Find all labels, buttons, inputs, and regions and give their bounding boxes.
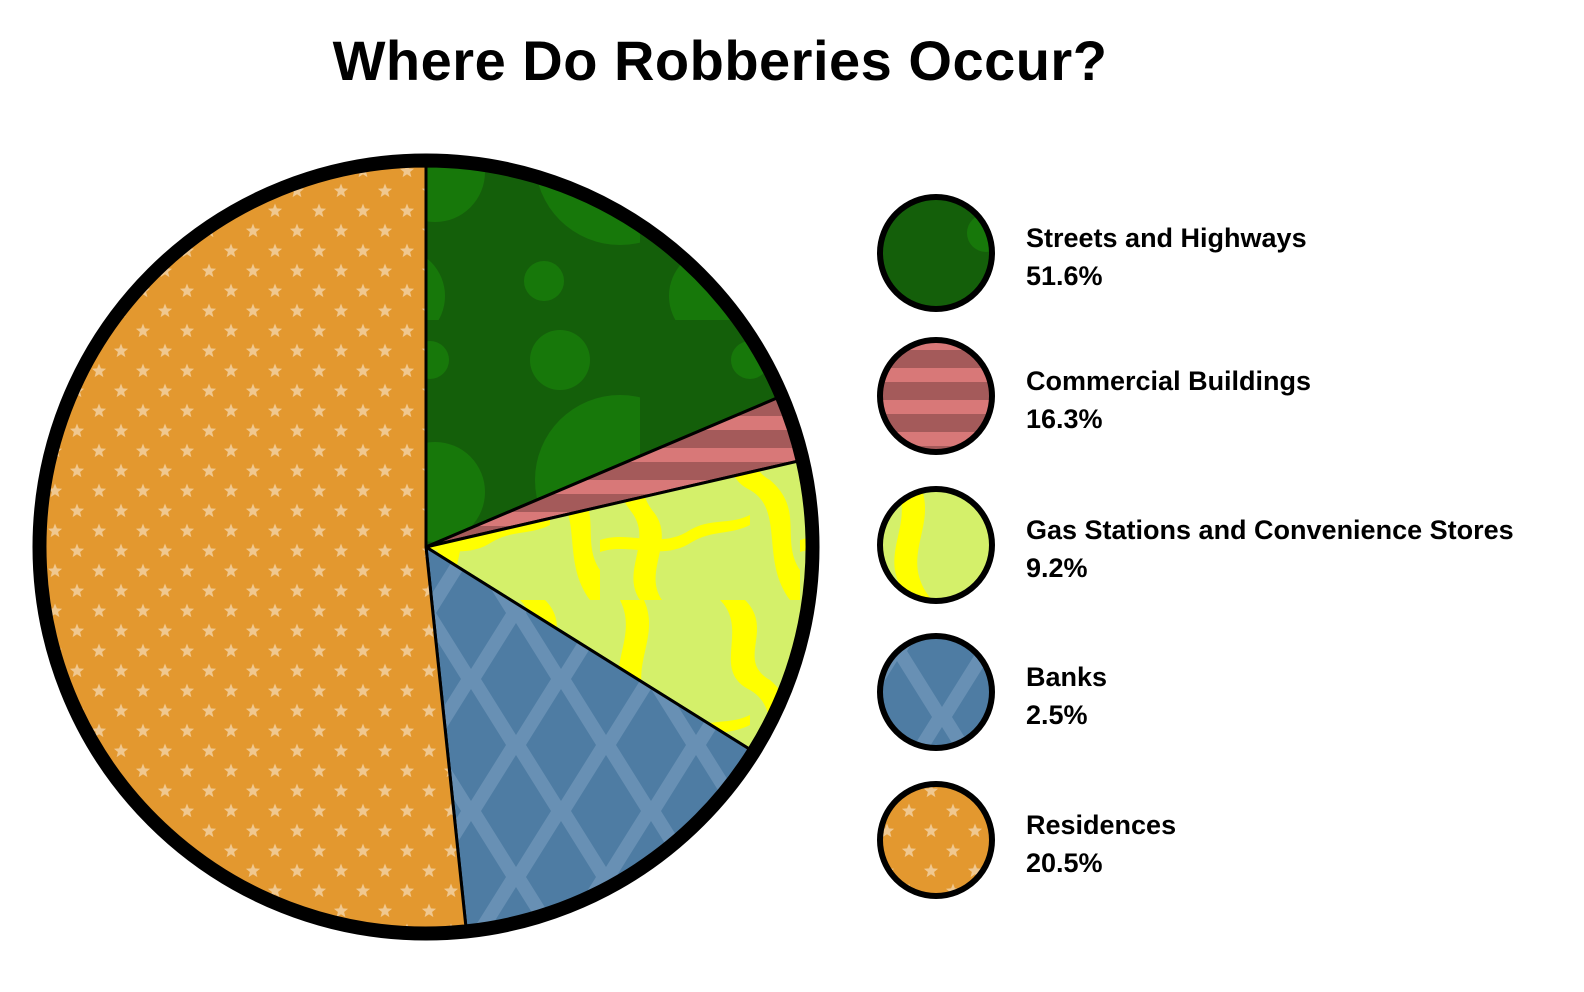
legend-item-commercial-buildings: Commercial Buildings 16.3% xyxy=(876,336,1576,460)
legend-value: 16.3% xyxy=(1026,404,1103,434)
legend-item-streets-and-highways: Streets and Highways 51.6% xyxy=(876,193,1576,317)
pie-slices xyxy=(43,164,809,930)
legend-item-gas-stations-and-convenience-stores: Gas Stations and Convenience Stores 9.2% xyxy=(876,485,1576,609)
legend-value: 51.6% xyxy=(1026,261,1103,291)
legend-item-banks: Banks 2.5% xyxy=(876,632,1576,756)
legend-swatch-residences xyxy=(877,781,995,899)
legend-label: Banks xyxy=(1026,662,1108,692)
legend-item-residences: Residences 20.5% xyxy=(876,780,1576,904)
pie-slice-residences xyxy=(43,164,468,930)
legend-value: 20.5% xyxy=(1026,848,1103,878)
legend-swatch-streets-and-highways xyxy=(877,194,995,312)
pie-outline xyxy=(32,153,820,941)
legend-value: 9.2% xyxy=(1026,553,1088,583)
chart-title: Where Do Robberies Occur? xyxy=(332,29,1108,92)
legend-value: 2.5% xyxy=(1026,700,1088,730)
legend-swatch-banks xyxy=(877,633,995,751)
legend-swatch-gas-stations-and-convenience-stores xyxy=(877,486,995,604)
legend-label: Residences xyxy=(1026,810,1177,840)
legend-swatch-commercial-buildings xyxy=(877,337,995,455)
legend-label: Commercial Buildings xyxy=(1026,366,1312,396)
legend-label: Streets and Highways xyxy=(1026,223,1307,253)
legend-label: Gas Stations and Convenience Stores xyxy=(1026,515,1514,545)
